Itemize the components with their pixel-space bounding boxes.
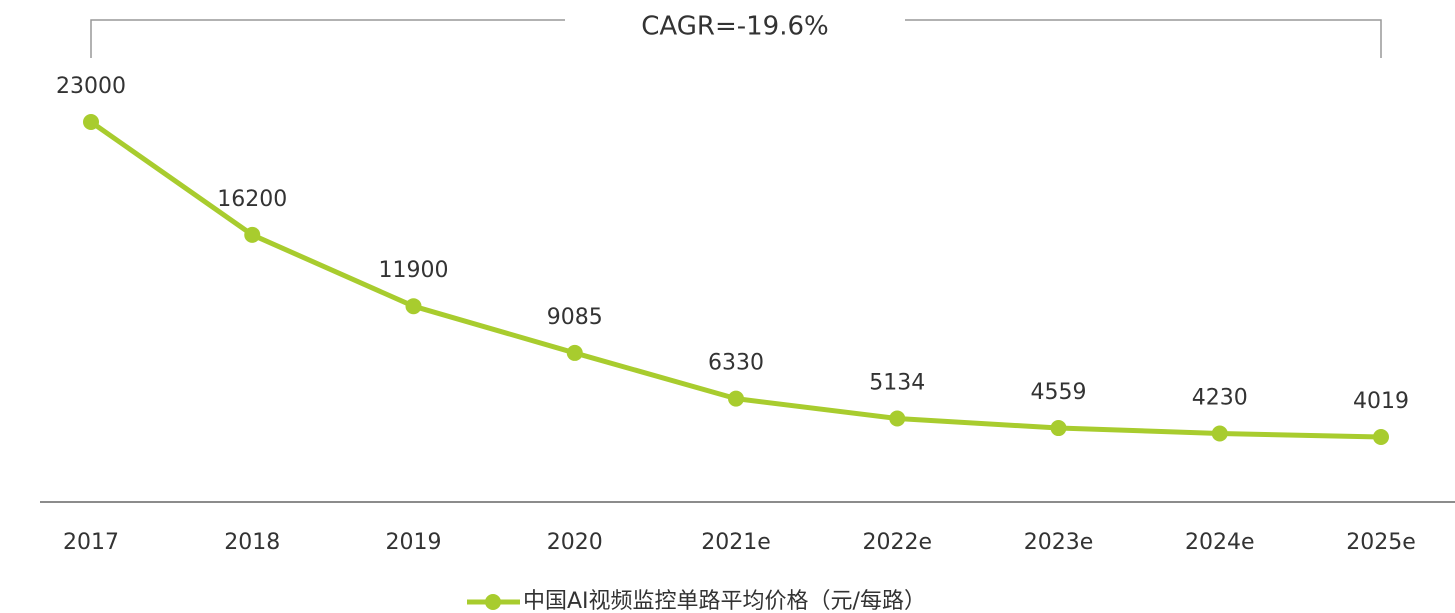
data-point <box>1211 425 1228 442</box>
x-tick-label: 2025e <box>1346 530 1416 555</box>
cagr-bracket <box>905 19 1382 58</box>
data-label: 16200 <box>217 187 287 212</box>
data-point <box>889 410 906 427</box>
annotation: CAGR=-19.6% <box>641 12 828 42</box>
data-label: 4230 <box>1192 385 1248 410</box>
data-label: 4019 <box>1353 389 1409 414</box>
data-label: 5134 <box>869 370 925 395</box>
cagr-bracket <box>90 19 565 58</box>
data-point <box>566 344 583 361</box>
x-tick-label: 2018 <box>224 530 280 555</box>
data-label: 23000 <box>56 74 126 99</box>
data-label: 9085 <box>547 305 603 330</box>
x-tick-label: 2020 <box>547 530 603 555</box>
data-label: 4559 <box>1031 380 1087 405</box>
x-tick-label: 2017 <box>63 530 119 555</box>
data-point <box>405 298 422 315</box>
data-label: 6330 <box>708 351 764 376</box>
data-label: 11900 <box>379 258 449 283</box>
x-tick-label: 2019 <box>386 530 442 555</box>
data-point <box>1050 420 1067 437</box>
data-point <box>244 226 261 243</box>
legend-marker <box>485 594 501 610</box>
x-tick-label: 2022e <box>862 530 932 555</box>
data-point <box>83 113 99 130</box>
x-tick-label: 2024e <box>1185 530 1255 555</box>
data-point <box>728 390 744 407</box>
data-point <box>1373 428 1389 445</box>
series-line <box>89 119 1382 440</box>
x-tick-label: 2023e <box>1024 530 1094 555</box>
x-tick-label: 2021e <box>701 530 771 555</box>
legend-label: 中国AI视频监控单路平均价格（元/每路） <box>523 589 926 613</box>
